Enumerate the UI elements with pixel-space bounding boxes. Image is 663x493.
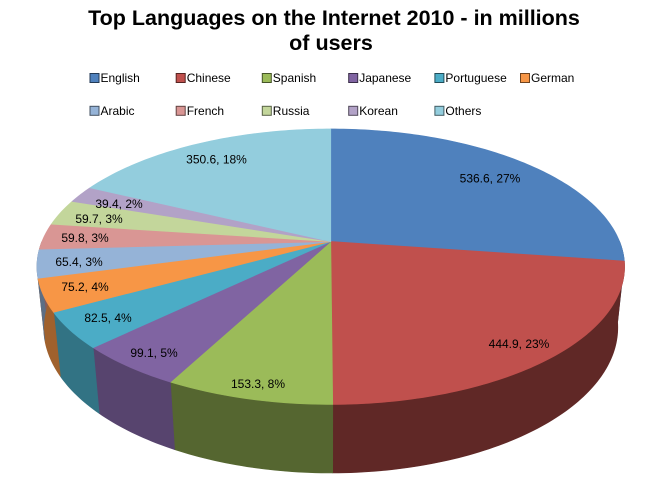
svg-text:444.9, 23%: 444.9, 23% [489,337,550,351]
svg-text:French: French [187,104,224,118]
svg-text:59.8, 3%: 59.8, 3% [61,231,109,245]
svg-text:59.7, 3%: 59.7, 3% [75,212,123,226]
svg-text:75.2, 4%: 75.2, 4% [61,280,109,294]
svg-text:Portuguese: Portuguese [445,71,507,85]
svg-text:Japanese: Japanese [359,71,411,85]
svg-text:Arabic: Arabic [101,104,135,118]
svg-text:65.4, 3%: 65.4, 3% [55,255,103,269]
svg-text:English: English [101,71,140,85]
svg-text:Korean: Korean [359,104,398,118]
svg-text:Russia: Russia [273,104,310,118]
svg-text:Top Languages on the Internet: Top Languages on the Internet 2010 - in … [88,6,580,30]
svg-text:Others: Others [445,104,481,118]
svg-text:536.6, 27%: 536.6, 27% [460,172,521,186]
svg-text:99.1, 5%: 99.1, 5% [130,346,178,360]
svg-text:Spanish: Spanish [273,71,316,85]
svg-text:153.3, 8%: 153.3, 8% [231,377,285,391]
svg-text:39.4, 2%: 39.4, 2% [95,197,143,211]
svg-text:82.5, 4%: 82.5, 4% [84,311,132,325]
svg-text:of users: of users [289,31,373,55]
svg-text:Chinese: Chinese [187,71,231,85]
svg-text:350.6, 18%: 350.6, 18% [186,153,247,167]
svg-text:German: German [531,71,574,85]
